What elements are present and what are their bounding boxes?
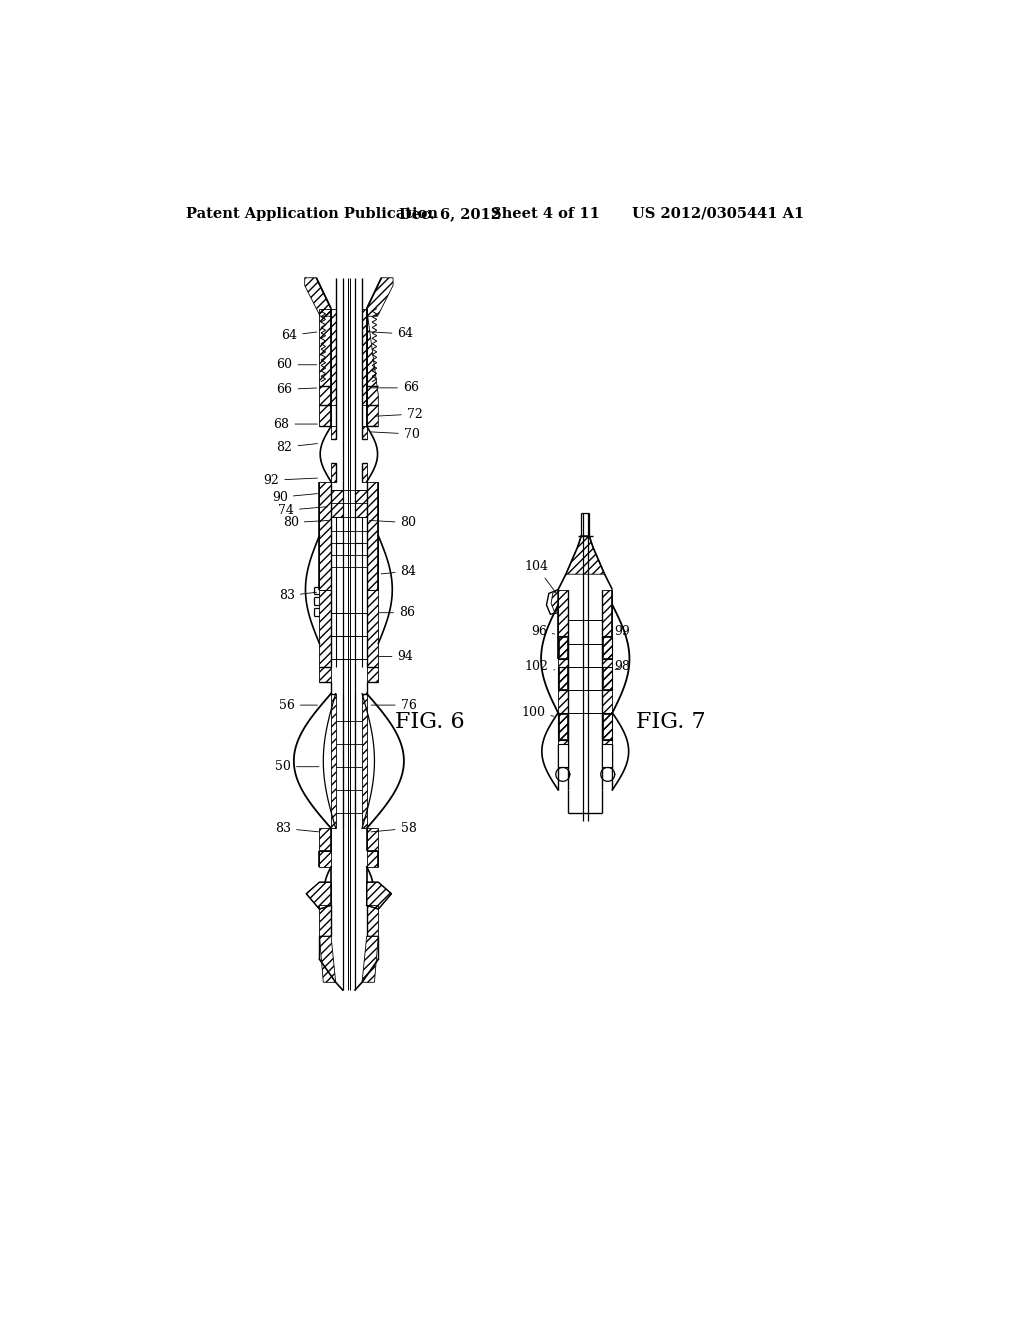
Polygon shape xyxy=(558,743,568,767)
Text: 64: 64 xyxy=(370,327,414,341)
Polygon shape xyxy=(547,590,558,614)
Text: 104: 104 xyxy=(524,560,556,594)
Text: 100: 100 xyxy=(521,706,554,719)
Polygon shape xyxy=(558,713,568,739)
Text: 58: 58 xyxy=(371,822,417,834)
Text: FIG. 7: FIG. 7 xyxy=(636,711,706,733)
Polygon shape xyxy=(306,882,331,909)
Text: 74: 74 xyxy=(279,504,328,517)
Text: 83: 83 xyxy=(275,822,319,834)
Polygon shape xyxy=(558,636,568,659)
Text: Dec. 6, 2012: Dec. 6, 2012 xyxy=(399,207,502,220)
Text: Sheet 4 of 11: Sheet 4 of 11 xyxy=(490,207,600,220)
Polygon shape xyxy=(602,743,612,767)
Text: 70: 70 xyxy=(371,428,420,441)
Text: 98: 98 xyxy=(614,660,631,673)
Text: Patent Application Publication: Patent Application Publication xyxy=(186,207,438,220)
Text: 72: 72 xyxy=(375,408,423,421)
Text: 92: 92 xyxy=(263,474,317,487)
Text: 102: 102 xyxy=(524,660,555,673)
Text: 82: 82 xyxy=(276,441,317,454)
Text: 56: 56 xyxy=(279,698,317,711)
Text: 80: 80 xyxy=(370,516,417,529)
Polygon shape xyxy=(602,667,612,689)
Text: 64: 64 xyxy=(282,329,316,342)
Text: 60: 60 xyxy=(276,358,316,371)
Text: 99: 99 xyxy=(611,626,631,639)
Polygon shape xyxy=(558,667,568,689)
Text: 86: 86 xyxy=(379,606,415,619)
Text: 96: 96 xyxy=(530,626,555,639)
Text: FIG. 6: FIG. 6 xyxy=(395,711,465,733)
Text: 76: 76 xyxy=(371,698,417,711)
Text: 66: 66 xyxy=(276,383,316,396)
Text: 94: 94 xyxy=(379,649,414,663)
Polygon shape xyxy=(602,636,612,659)
Text: 80: 80 xyxy=(283,516,329,529)
Polygon shape xyxy=(602,713,612,739)
Text: 68: 68 xyxy=(273,417,317,430)
Text: 90: 90 xyxy=(272,491,317,504)
Text: 83: 83 xyxy=(279,589,316,602)
Text: 50: 50 xyxy=(275,760,318,774)
Text: 66: 66 xyxy=(371,381,419,395)
Text: US 2012/0305441 A1: US 2012/0305441 A1 xyxy=(632,207,804,220)
Polygon shape xyxy=(367,882,391,909)
Text: 84: 84 xyxy=(381,565,417,578)
